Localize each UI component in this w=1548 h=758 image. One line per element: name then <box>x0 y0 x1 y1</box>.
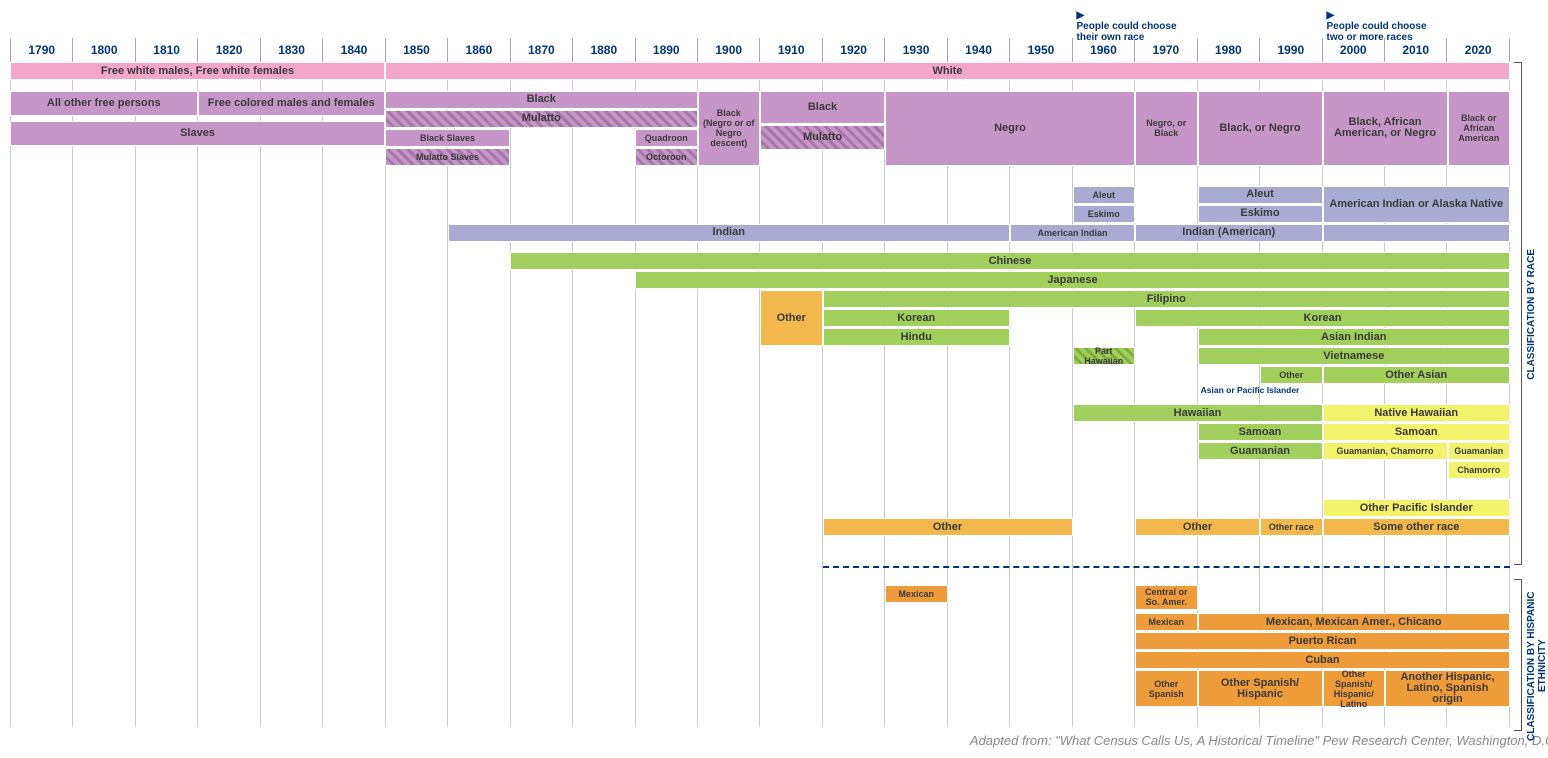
year-label: 2020 <box>1447 38 1509 62</box>
timeline-bar: Samoan <box>1323 423 1511 441</box>
timeline-bar: Indian <box>448 224 1011 242</box>
timeline-bar: Black (Negro or of Negro descent) <box>698 91 761 166</box>
timeline-bar: Octoroon <box>635 148 698 166</box>
timeline-bar: Other <box>1260 366 1323 384</box>
timeline-bar: Quadroon <box>635 129 698 147</box>
timeline-bar: Part Hawaiian <box>1073 347 1136 365</box>
timeline-bar: Other race <box>1260 518 1323 536</box>
timeline-bar: Eskimo <box>1073 205 1136 223</box>
timeline-bar: Aleut <box>1073 186 1136 204</box>
year-label: 1860 <box>448 38 510 62</box>
timeline-bar: Negro, or Black <box>1135 91 1198 166</box>
timeline-bar: Other Pacific Islander <box>1323 499 1511 517</box>
timeline-bar: Asian Indian <box>1198 328 1511 346</box>
year-label: 1830 <box>261 38 323 62</box>
timeline-bar: Negro <box>885 91 1135 166</box>
ethnicity-section: MexicanCentral or So. Amer.MexicanMexica… <box>10 575 1510 727</box>
timeline-bar: Filipino <box>823 290 1511 308</box>
year-label: 1940 <box>948 38 1010 62</box>
timeline-bar: Cuban <box>1135 651 1510 669</box>
year-label: 1800 <box>73 38 135 62</box>
timeline-bar: Mulatto <box>385 110 698 128</box>
year-label: 1810 <box>136 38 198 62</box>
ethnicity-bracket <box>1514 579 1522 731</box>
timeline-bar: Other Spanish <box>1135 670 1198 707</box>
timeline-bar: Other Spanish/ Hispanic/ Latino <box>1323 670 1386 707</box>
timeline-bar: Mexican <box>885 585 948 603</box>
timeline-bar: Korean <box>1135 309 1510 327</box>
timeline-bar: All other free persons <box>10 91 198 117</box>
year-axis: 1790180018101820183018401850186018701880… <box>10 38 1510 62</box>
timeline-bar: Eskimo <box>1198 205 1323 223</box>
year-label: 1880 <box>573 38 635 62</box>
timeline-bar: Hindu <box>823 328 1011 346</box>
year-label: 2010 <box>1385 38 1447 62</box>
timeline-bar: Mexican <box>1135 613 1198 631</box>
ethnicity-side-label: CLASSIFICATION BY HISPANIC ETHNICITY <box>1526 584 1548 748</box>
race-bracket <box>1514 62 1522 565</box>
timeline-bar: Black, African American, or Negro <box>1323 91 1448 166</box>
timeline-bar: Black Slaves <box>385 129 510 147</box>
year-label: 1890 <box>636 38 698 62</box>
timeline-bar: Aleut <box>1198 186 1323 204</box>
subnote: Asian or Pacific Islander <box>1201 385 1300 395</box>
year-label: 1910 <box>760 38 822 62</box>
timeline-bar: Hawaiian <box>1073 404 1323 422</box>
year-label: 1930 <box>885 38 947 62</box>
timeline-bar: Mulatto Slaves <box>385 148 510 166</box>
year-label: 1960 <box>1073 38 1135 62</box>
timeline-bar: Central or So. Amer. <box>1135 585 1198 611</box>
timeline-bar: Other <box>1135 518 1260 536</box>
timeline-diagram: ▶People could choosetheir own race▶Peopl… <box>10 10 1548 748</box>
race-side-label: CLASSIFICATION BY RACE <box>1526 249 1537 380</box>
timeline-bar: Free white males, Free white females <box>10 62 385 80</box>
timeline-bar: Vietnamese <box>1198 347 1511 365</box>
timeline-bar: Guamanian <box>1198 442 1323 460</box>
race-section: Free white males, Free white femalesWhit… <box>10 62 1510 575</box>
year-label: 1820 <box>198 38 260 62</box>
timeline-bar: Free colored males and females <box>198 91 386 117</box>
timeline-bar: White <box>385 62 1510 80</box>
timeline-bar: Another Hispanic, Latino, Spanish origin <box>1385 670 1510 707</box>
year-label: 1950 <box>1010 38 1072 62</box>
timeline-bar: Samoan <box>1198 423 1323 441</box>
timeline-bar: Native Hawaiian <box>1323 404 1511 422</box>
timeline-bar: Black, or Negro <box>1198 91 1323 166</box>
timeline-bar: Indian (American) <box>1135 224 1323 242</box>
annotations-row: ▶People could choosetheir own race▶Peopl… <box>10 10 1548 38</box>
timeline-bar: Slaves <box>10 121 385 147</box>
year-label: 1900 <box>698 38 760 62</box>
year-label: 1970 <box>1135 38 1197 62</box>
year-label: 1850 <box>386 38 448 62</box>
timeline-bar: Korean <box>823 309 1011 327</box>
timeline-bar: Guamanian <box>1448 442 1511 460</box>
timeline-bar: Japanese <box>635 271 1510 289</box>
timeline-bar: Black or African American <box>1448 91 1511 166</box>
timeline-bar: Mulatto <box>760 125 885 151</box>
year-label: 2000 <box>1323 38 1385 62</box>
timeline-bar: Black <box>385 91 698 109</box>
timeline-bar <box>1323 224 1511 242</box>
timeline-bar: Puerto Rican <box>1135 632 1510 650</box>
timeline-bar: Mexican, Mexican Amer., Chicano <box>1198 613 1511 631</box>
timeline-bar: Chamorro <box>1448 461 1511 479</box>
year-label: 1980 <box>1198 38 1260 62</box>
timeline-bar: Other Asian <box>1323 366 1511 384</box>
timeline-bar: Other Spanish/ Hispanic <box>1198 670 1323 707</box>
year-label: 1790 <box>10 38 73 62</box>
timeline-bar: Other <box>760 290 823 346</box>
year-label: 1920 <box>823 38 885 62</box>
timeline-bar: Chinese <box>510 252 1510 270</box>
year-label: 1840 <box>323 38 385 62</box>
timeline-bar: Other <box>823 518 1073 536</box>
timeline-bar: American Indian or Alaska Native <box>1323 186 1511 223</box>
section-divider <box>823 566 1511 568</box>
timeline-bar: Guamanian, Chamorro <box>1323 442 1448 460</box>
year-label: 1990 <box>1260 38 1322 62</box>
timeline-bar: Some other race <box>1323 518 1511 536</box>
year-label: 1870 <box>511 38 573 62</box>
timeline-bar: American Indian <box>1010 224 1135 242</box>
timeline-bar: Black <box>760 91 885 124</box>
credit-text: Adapted from: "What Census Calls Us, A H… <box>10 733 1548 748</box>
